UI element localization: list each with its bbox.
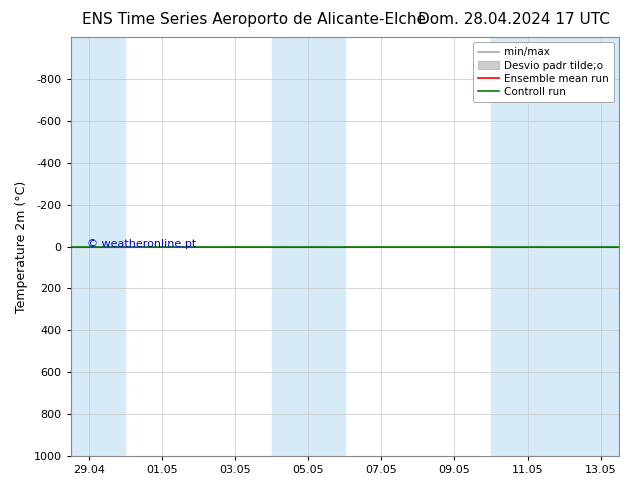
Bar	[491, 37, 619, 456]
Y-axis label: Temperature 2m (°C): Temperature 2m (°C)	[15, 180, 28, 313]
Bar	[70, 37, 126, 456]
Text: © weatheronline.pt: © weatheronline.pt	[87, 240, 197, 249]
Legend: min/max, Desvio padr tilde;o, Ensemble mean run, Controll run: min/max, Desvio padr tilde;o, Ensemble m…	[472, 42, 614, 102]
Bar	[272, 37, 345, 456]
Text: ENS Time Series Aeroporto de Alicante-Elche: ENS Time Series Aeroporto de Alicante-El…	[82, 12, 427, 27]
Text: Dom. 28.04.2024 17 UTC: Dom. 28.04.2024 17 UTC	[418, 12, 611, 27]
